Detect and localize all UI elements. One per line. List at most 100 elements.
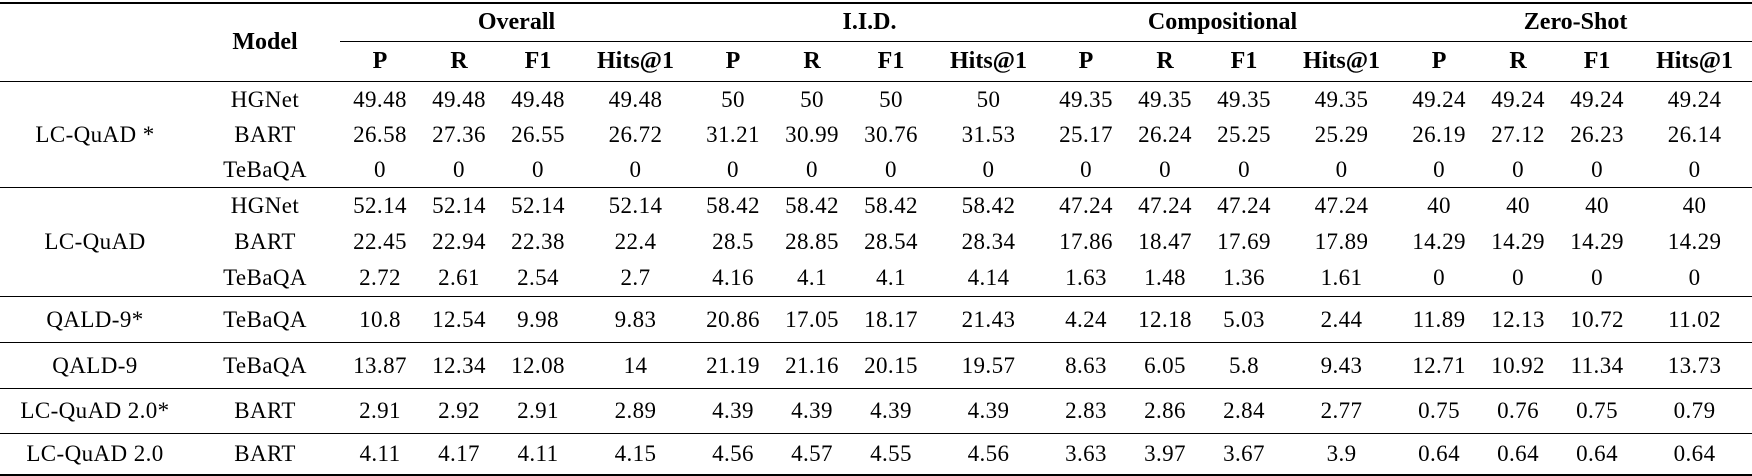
metric-value: 10.72 — [1570, 306, 1624, 332]
metric-value: 0 — [1591, 156, 1604, 182]
metric-value: 0 — [1688, 265, 1701, 290]
metric-value: 17.05 — [785, 306, 839, 332]
metric-value: 0 — [1512, 265, 1525, 290]
metric-value: 2.91 — [517, 398, 559, 423]
metric-value: 49.24 — [1667, 86, 1722, 112]
metric-value: 47.24 — [1217, 193, 1271, 218]
metric-value: 12.13 — [1491, 306, 1545, 332]
metric-header-iid-f1: F1 — [877, 48, 905, 74]
metric-value: 4.39 — [967, 398, 1010, 423]
metric-value: 2.61 — [438, 265, 480, 290]
dataset-label: QALD-9* — [46, 306, 144, 332]
metric-value: 14 — [623, 352, 648, 378]
metric-value: 3.9 — [1326, 441, 1357, 466]
metric-value: 4.14 — [967, 265, 1010, 290]
dataset-section: LC-QuAD 2.0* BART 2.91 2.92 2.91 2.89 4.39 4.39… — [0, 389, 1752, 434]
metric-value: 2.7 — [620, 265, 651, 290]
metric-value: 22.38 — [511, 229, 565, 254]
metric-value: 17.86 — [1059, 229, 1113, 254]
model-column-header: Model — [232, 29, 298, 55]
metric-value: 0 — [1433, 265, 1446, 290]
metric-value: 0.64 — [1497, 441, 1539, 466]
metric-value: 14.29 — [1412, 229, 1466, 254]
metric-header-zero-shot-r: R — [1509, 48, 1527, 74]
dataset-section: QALD-9* TeBaQA 10.8 12.54 9.98 9.83 20.86 17.05… — [0, 297, 1752, 343]
dataset-section: LC-QuAD 2.0 BART 4.11 4.17 4.11 4.15 4.56 4.57 4… — [0, 434, 1752, 476]
metric-value: 49.35 — [1314, 86, 1369, 112]
metric-value: 49.24 — [1412, 86, 1466, 112]
metric-value: 3.63 — [1065, 441, 1107, 466]
model-label: BART — [234, 121, 296, 147]
metric-value: 12.08 — [511, 352, 565, 378]
metric-value: 20.86 — [706, 306, 760, 332]
metric-value: 2.92 — [438, 398, 480, 423]
metric-header-iid-p: P — [725, 48, 741, 74]
metric-value: 26.19 — [1412, 121, 1466, 147]
model-label: TeBaQA — [223, 306, 307, 332]
metric-value: 4.11 — [517, 441, 559, 466]
metric-header-overall-r: R — [450, 48, 468, 74]
metric-value: 22.45 — [353, 229, 407, 254]
metric-value: 31.53 — [961, 121, 1016, 147]
metric-value: 47.24 — [1059, 193, 1113, 218]
metric-value: 52.14 — [608, 193, 663, 218]
metric-value: 18.47 — [1138, 229, 1192, 254]
metric-header-overall-p: P — [372, 48, 388, 74]
metric-value: 17.69 — [1217, 229, 1271, 254]
metric-header-overall-f1: F1 — [524, 48, 552, 74]
metric-value: 0 — [1335, 156, 1348, 182]
group-header-iid: I.I.D. — [693, 3, 1047, 42]
metric-value: 0 — [1238, 156, 1250, 182]
metric-value: 26.58 — [353, 121, 407, 147]
model-label: BART — [234, 441, 296, 466]
metric-value: 0 — [374, 156, 386, 182]
metric-value: 28.54 — [864, 229, 918, 254]
metric-value: 49.48 — [608, 86, 663, 112]
metric-value: 14.29 — [1570, 229, 1624, 254]
metric-header-compositional-hits1: Hits@1 — [1303, 48, 1381, 74]
metric-value: 18.17 — [864, 306, 918, 332]
metric-value: 22.4 — [614, 229, 657, 254]
group-header-overall: Overall — [340, 3, 693, 42]
metric-value: 6.05 — [1144, 352, 1186, 378]
metric-value: 1.63 — [1065, 265, 1107, 290]
metric-value: 52.14 — [432, 193, 486, 218]
metric-value: 50 — [976, 86, 1001, 112]
metric-value: 27.36 — [432, 121, 486, 147]
table-row: LC-QuAD 2.0 BART 4.11 4.17 4.11 4.15 4.56 4.57 4… — [0, 434, 1752, 476]
group-header-compositional: Compositional — [1046, 3, 1400, 42]
metric-value: 0.64 — [1673, 441, 1716, 466]
table-row: TeBaQA 0 0 0 0 0 0 0 0 0 0 0 0 0 0 0 0 — [0, 152, 1752, 188]
metric-value: 58.42 — [706, 193, 760, 218]
metric-value: 1.48 — [1144, 265, 1186, 290]
dataset-section: QALD-9 TeBaQA 13.87 12.34 12.08 14 21.19 21.16 2… — [0, 343, 1752, 389]
metric-value: 2.44 — [1320, 306, 1363, 332]
metric-value: 11.34 — [1570, 352, 1624, 378]
metric-value: 0 — [532, 156, 544, 182]
table-row: LC-QuAD 2.0* BART 2.91 2.92 2.91 2.89 4.39 4.39… — [0, 389, 1752, 434]
metric-value: 2.83 — [1065, 398, 1107, 423]
metric-value: 12.34 — [432, 352, 486, 378]
metric-value: 49.24 — [1491, 86, 1545, 112]
dataset-section: LC-QuAD HGNet 52.14 52.14 52.14 52.14 58.42 58.… — [0, 188, 1752, 297]
metric-value: 0.64 — [1418, 441, 1460, 466]
metric-value: 22.94 — [432, 229, 486, 254]
metric-value: 4.11 — [359, 441, 401, 466]
metric-header-iid-r: R — [803, 48, 821, 74]
metric-value: 0 — [727, 156, 739, 182]
metric-value: 2.89 — [614, 398, 657, 423]
metric-value: 49.48 — [353, 86, 407, 112]
metric-value: 19.57 — [961, 352, 1016, 378]
metric-value: 40 — [1506, 193, 1530, 218]
metric-header-iid-hits1: Hits@1 — [950, 48, 1027, 74]
dataset-section: LC-QuAD * HGNet 49.48 49.48 49.48 49.48 50 50 50… — [0, 82, 1752, 188]
metric-value: 9.98 — [517, 306, 559, 332]
metric-value: 1.61 — [1320, 265, 1363, 290]
metric-value: 49.48 — [432, 86, 486, 112]
metric-value: 12.18 — [1138, 306, 1192, 332]
metric-value: 25.17 — [1059, 121, 1113, 147]
metric-value: 11.89 — [1412, 306, 1466, 332]
metric-value: 50 — [721, 86, 745, 112]
metric-value: 0 — [806, 156, 818, 182]
